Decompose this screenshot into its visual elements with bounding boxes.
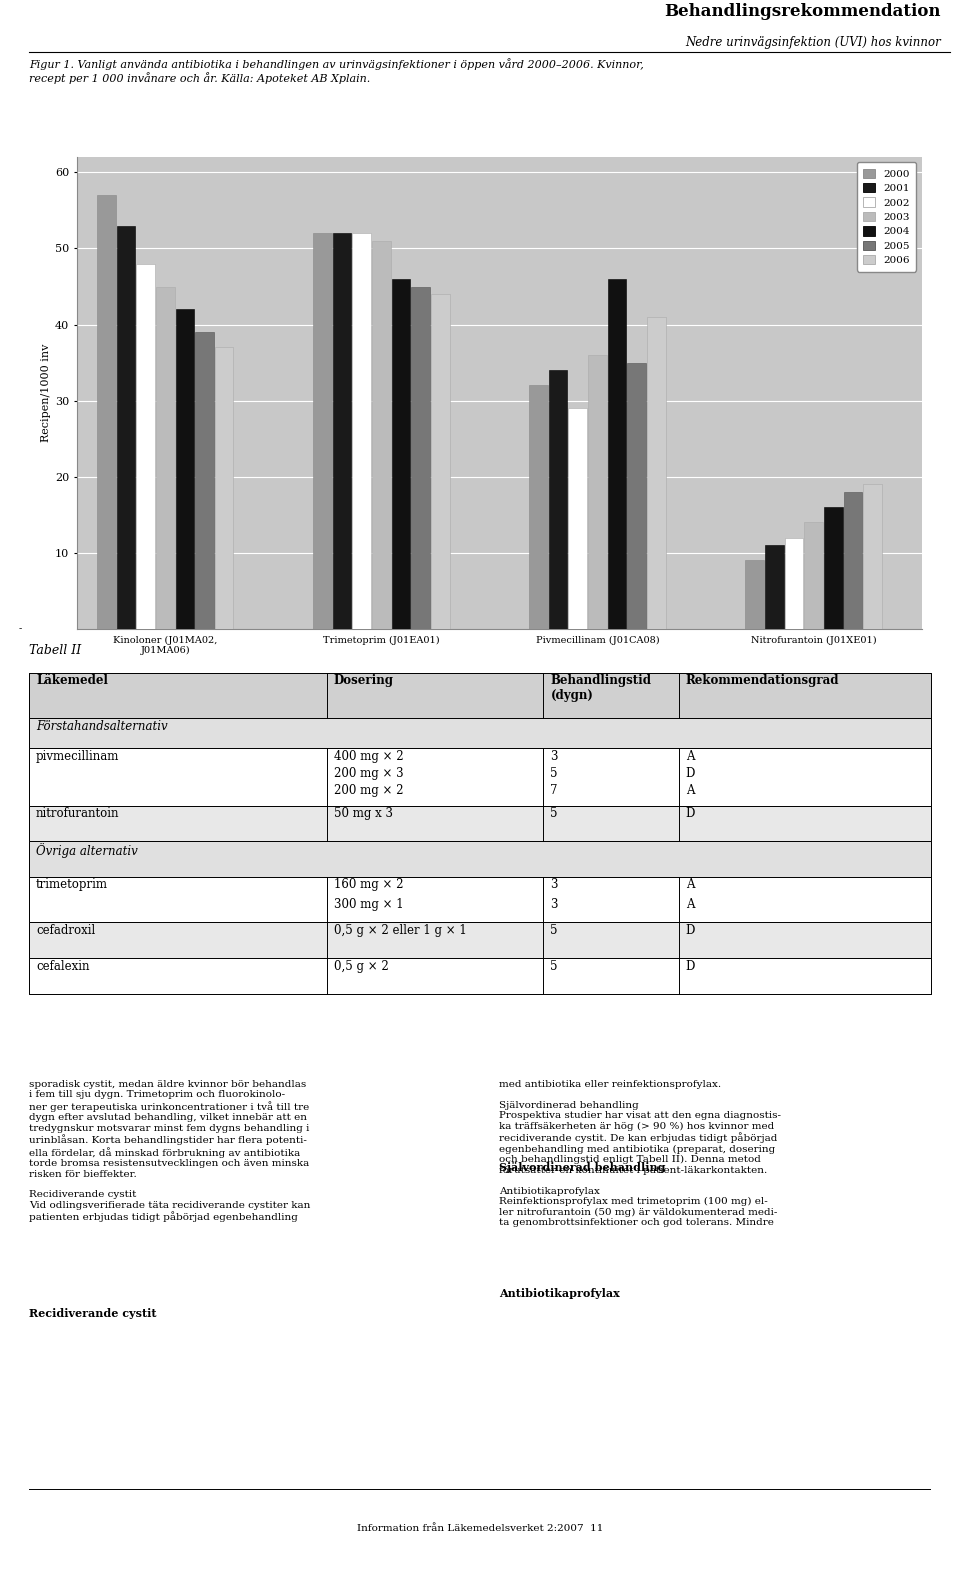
Legend: 2000, 2001, 2002, 2003, 2004, 2005, 2006: 2000, 2001, 2002, 2003, 2004, 2005, 2006 (856, 162, 917, 272)
Text: A: A (685, 750, 694, 762)
Text: 300 mg × 1: 300 mg × 1 (334, 898, 403, 912)
Bar (333, 233, 351, 629)
Bar (568, 409, 588, 629)
Bar (29, 841, 931, 877)
Text: Behandlingsrekommendation: Behandlingsrekommendation (664, 3, 941, 20)
Bar (804, 522, 823, 629)
Text: 0,5 g × 2: 0,5 g × 2 (334, 959, 389, 973)
Text: D: D (685, 767, 695, 780)
Bar (824, 508, 843, 629)
Bar (863, 484, 882, 629)
Bar (29, 877, 931, 923)
Text: Dosering: Dosering (334, 674, 394, 687)
Bar (372, 241, 391, 629)
Text: 200 mg × 2: 200 mg × 2 (334, 784, 403, 797)
Text: sporadisk cystit, medan äldre kvinnor bör behandlas
i fem till sju dygn. Trimeto: sporadisk cystit, medan äldre kvinnor bö… (29, 1080, 310, 1223)
Bar (313, 233, 332, 629)
Text: Information från Läkemedelsverket 2:2007  11: Information från Läkemedelsverket 2:2007… (357, 1525, 603, 1533)
Text: pivmecillinam: pivmecillinam (36, 750, 119, 762)
Text: Rekommendationsgrad: Rekommendationsgrad (685, 674, 839, 687)
Text: 0,5 g × 2 eller 1 g × 1: 0,5 g × 2 eller 1 g × 1 (334, 924, 467, 937)
Bar (29, 805, 931, 841)
Y-axis label: Recipen/1000 inv: Recipen/1000 inv (40, 344, 51, 442)
Text: Antibiotikaprofylax: Antibiotikaprofylax (499, 1287, 620, 1298)
Text: Läkemedel: Läkemedel (36, 674, 108, 687)
Bar (29, 673, 931, 994)
Bar (529, 385, 548, 629)
Bar (215, 347, 233, 629)
Bar (411, 286, 430, 629)
Text: trimetoprim: trimetoprim (36, 879, 108, 891)
Text: 5: 5 (550, 924, 558, 937)
Bar (588, 355, 607, 629)
Text: A: A (685, 898, 694, 912)
Bar (136, 264, 155, 629)
Text: A: A (685, 784, 694, 797)
Text: 200 mg × 3: 200 mg × 3 (334, 767, 403, 780)
Bar (156, 286, 175, 629)
Text: 5: 5 (550, 806, 558, 821)
Bar (116, 226, 135, 629)
Bar (352, 233, 371, 629)
Text: -: - (18, 624, 22, 634)
Text: D: D (685, 959, 695, 973)
Bar (608, 278, 627, 629)
Text: 3: 3 (550, 898, 558, 912)
Bar (745, 560, 764, 629)
Bar (29, 923, 931, 957)
Bar (29, 718, 931, 748)
Text: 400 mg × 2: 400 mg × 2 (334, 750, 403, 762)
Text: 5: 5 (550, 767, 558, 780)
Bar (628, 363, 646, 629)
Bar (29, 957, 931, 994)
Text: nitrofurantoin: nitrofurantoin (36, 806, 119, 821)
Text: cefalexin: cefalexin (36, 959, 89, 973)
Bar (392, 278, 410, 629)
Text: cefadroxil: cefadroxil (36, 924, 95, 937)
Text: 3: 3 (550, 879, 558, 891)
Text: 50 mg x 3: 50 mg x 3 (334, 806, 393, 821)
Text: Figur 1. Vanligt använda antibiotika i behandlingen av urinvägsinfektioner i öpp: Figur 1. Vanligt använda antibiotika i b… (29, 58, 643, 83)
Text: med antibiotika eller reinfektionsprofylax.

Självordinerad behandling
Prospekti: med antibiotika eller reinfektionsprofyl… (499, 1080, 781, 1228)
Text: 160 mg × 2: 160 mg × 2 (334, 879, 403, 891)
Text: 3: 3 (550, 750, 558, 762)
Text: Recidiverande cystit: Recidiverande cystit (29, 1308, 156, 1319)
Text: D: D (685, 924, 695, 937)
Text: Nedre urinvägsinfektion (UVI) hos kvinnor: Nedre urinvägsinfektion (UVI) hos kvinno… (685, 36, 941, 49)
Bar (29, 673, 931, 718)
Text: Självordinerad behandling: Självordinerad behandling (499, 1162, 665, 1173)
Bar (176, 310, 194, 629)
Text: 5: 5 (550, 959, 558, 973)
Text: Behandlingstid
(dygn): Behandlingstid (dygn) (550, 674, 652, 703)
Text: Övriga alternativ: Övriga alternativ (36, 843, 138, 858)
Bar (97, 195, 115, 629)
Bar (195, 332, 214, 629)
Bar (431, 294, 449, 629)
Bar (29, 748, 931, 805)
Bar (647, 318, 665, 629)
Text: A: A (685, 879, 694, 891)
Bar (765, 545, 783, 629)
Text: Tabell II: Tabell II (29, 645, 81, 657)
Bar (784, 538, 804, 629)
Text: 7: 7 (550, 784, 558, 797)
Bar (549, 369, 567, 629)
Bar (844, 492, 862, 629)
Text: D: D (685, 806, 695, 821)
Text: Förstahandsalternativ: Förstahandsalternativ (36, 720, 168, 733)
